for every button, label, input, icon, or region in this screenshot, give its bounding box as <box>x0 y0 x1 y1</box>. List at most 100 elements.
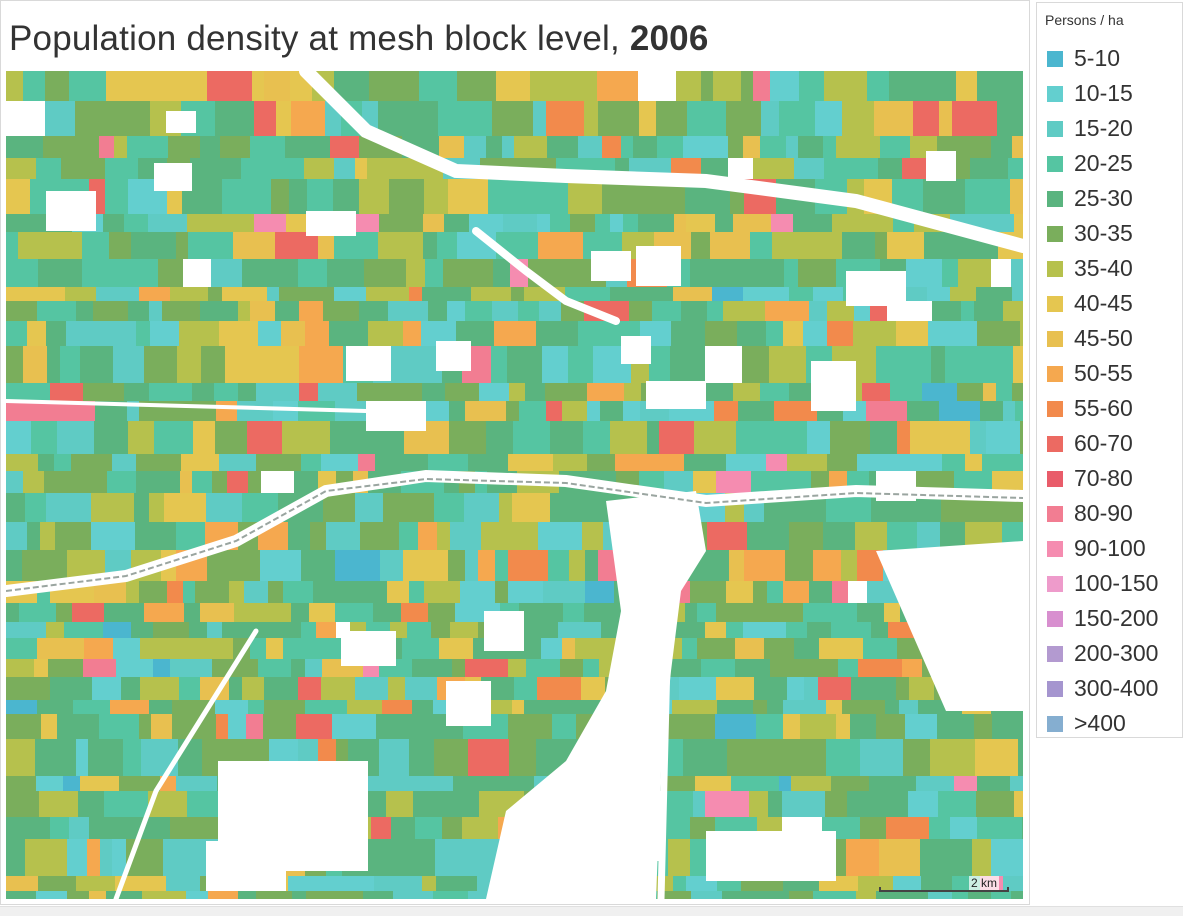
mesh-block <box>276 101 292 137</box>
mesh-block <box>268 581 284 604</box>
mesh-block <box>151 876 167 892</box>
legend-item[interactable]: 35-40 <box>1047 251 1158 286</box>
legend-item[interactable]: 90-100 <box>1047 531 1158 566</box>
legend-item[interactable]: 20-25 <box>1047 146 1158 181</box>
mesh-block <box>196 638 234 660</box>
mesh-block <box>513 421 551 455</box>
mesh-block <box>298 677 322 701</box>
legend-item[interactable]: 50-55 <box>1047 356 1158 391</box>
mesh-block <box>230 101 255 137</box>
mesh-block <box>550 421 563 455</box>
legend-item[interactable]: 15-20 <box>1047 111 1158 146</box>
legend-item[interactable]: 40-45 <box>1047 286 1158 321</box>
mesh-block <box>800 714 837 740</box>
mesh-block <box>91 493 135 523</box>
mesh-block <box>298 259 328 288</box>
legend-label: 200-300 <box>1074 640 1159 666</box>
mesh-block <box>78 791 105 818</box>
mesh-block <box>970 158 1009 180</box>
legend-item[interactable]: 10-15 <box>1047 76 1158 111</box>
mesh-block <box>956 71 978 102</box>
density-map[interactable]: 2 km <box>6 71 1023 899</box>
mesh-block <box>128 301 150 322</box>
mesh-block <box>464 493 500 523</box>
mesh-block <box>986 421 1021 455</box>
mesh-block <box>673 876 687 892</box>
vacant-area <box>621 336 651 364</box>
mesh-block <box>388 301 429 322</box>
mesh-block <box>313 581 356 604</box>
mesh-block <box>508 659 527 678</box>
mesh-block <box>60 346 81 384</box>
mesh-block <box>530 71 569 102</box>
mesh-block <box>803 603 830 623</box>
legend-item[interactable]: 30-35 <box>1047 216 1158 251</box>
mesh-block <box>508 714 553 740</box>
mesh-block-choropleth[interactable] <box>6 71 1023 899</box>
mesh-block <box>323 301 343 322</box>
mesh-block <box>954 471 979 494</box>
mesh-block <box>44 471 88 494</box>
mesh-block <box>34 401 80 422</box>
legend-item[interactable]: >400 <box>1047 706 1158 741</box>
legend-item[interactable]: 25-30 <box>1047 181 1158 216</box>
mesh-block <box>38 876 54 892</box>
mesh-block <box>105 179 129 215</box>
mesh-block <box>260 550 302 582</box>
mesh-block <box>189 622 208 639</box>
legend-item[interactable]: 150-200 <box>1047 601 1158 636</box>
mesh-block <box>727 739 770 777</box>
mesh-block <box>744 550 786 582</box>
legend-item[interactable]: 70-80 <box>1047 461 1158 496</box>
legend-item[interactable]: 80-90 <box>1047 496 1158 531</box>
mesh-block <box>825 791 848 818</box>
mesh-block <box>769 346 807 384</box>
bottom-strip <box>0 906 1183 916</box>
mesh-block <box>864 158 879 180</box>
vacant-area <box>484 611 524 651</box>
mesh-block <box>91 522 136 551</box>
mesh-block <box>767 581 784 604</box>
legend-item[interactable]: 200-300 <box>1047 636 1158 671</box>
mesh-block <box>659 421 695 455</box>
mesh-block <box>304 158 335 180</box>
legend-swatch <box>1047 540 1063 557</box>
legend-item[interactable]: 5-10 <box>1047 41 1158 76</box>
mesh-block <box>381 71 420 102</box>
mesh-block <box>306 891 337 899</box>
mesh-block <box>38 259 53 288</box>
mesh-block <box>858 876 894 892</box>
mesh-block <box>399 522 419 551</box>
mesh-block <box>192 471 213 494</box>
legend-item[interactable]: 55-60 <box>1047 391 1158 426</box>
mesh-block <box>965 179 1011 215</box>
mesh-block <box>863 638 898 660</box>
mesh-block <box>978 471 993 494</box>
mesh-block <box>83 659 117 678</box>
mesh-block <box>406 259 426 288</box>
mesh-block <box>553 454 588 472</box>
mesh-block <box>929 817 951 840</box>
legend-title: Persons / ha <box>1045 12 1124 28</box>
mesh-block <box>723 301 766 322</box>
mesh-block <box>471 287 512 302</box>
legend-item[interactable]: 100-150 <box>1047 566 1158 601</box>
mesh-block <box>326 522 361 551</box>
mesh-block <box>958 259 992 288</box>
legend-item[interactable]: 300-400 <box>1047 671 1158 706</box>
mesh-block <box>871 622 889 639</box>
mesh-block <box>6 101 46 137</box>
mesh-block <box>167 581 184 604</box>
mesh-block <box>6 791 40 818</box>
mesh-block <box>823 522 856 551</box>
mesh-block <box>683 136 729 159</box>
mesh-block <box>1013 346 1023 384</box>
mesh-block <box>826 700 843 715</box>
legend-item[interactable]: 45-50 <box>1047 321 1158 356</box>
legend-item[interactable]: 60-70 <box>1047 426 1158 461</box>
mesh-block <box>809 581 833 604</box>
mesh-block <box>889 71 930 102</box>
mesh-block <box>743 287 773 302</box>
mesh-block <box>388 677 406 701</box>
legend-swatch <box>1047 715 1063 732</box>
